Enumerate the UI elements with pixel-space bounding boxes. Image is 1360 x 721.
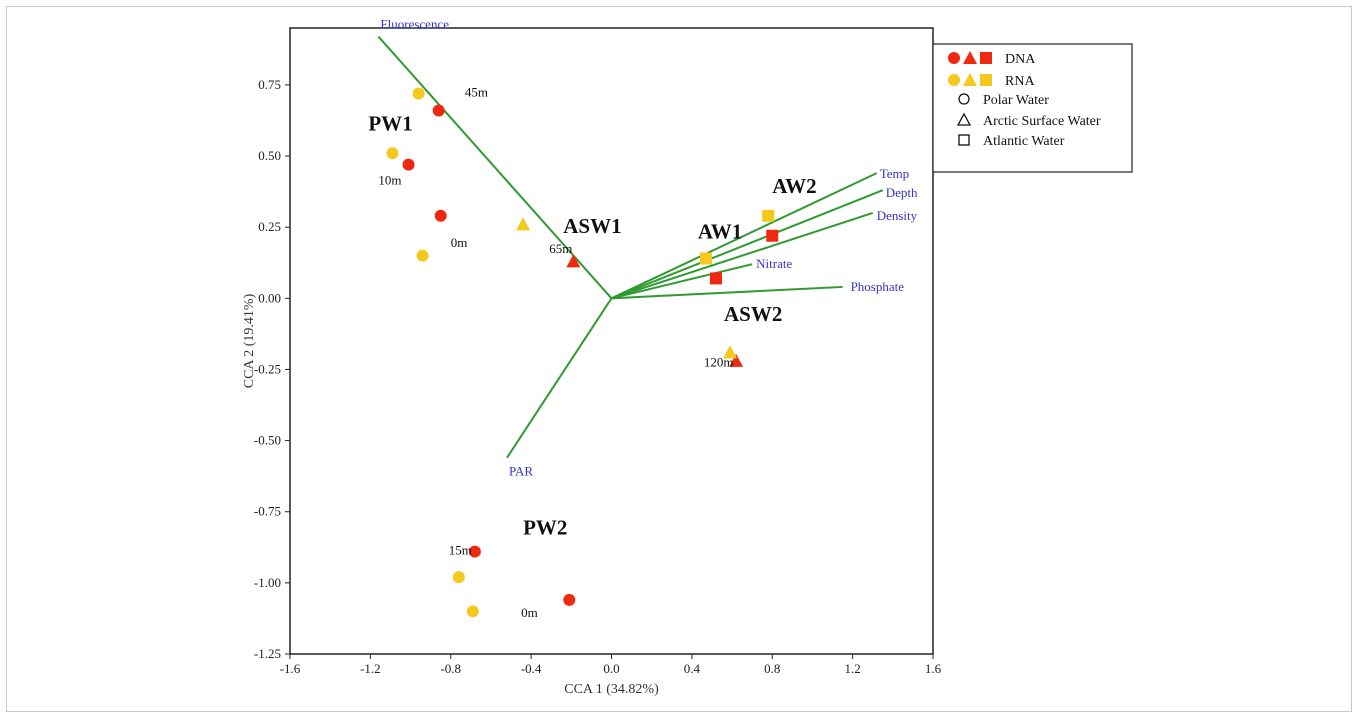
vector-label-nitrate: Nitrate: [756, 256, 792, 271]
x-tick-label: 1.6: [925, 661, 942, 676]
axis-ticks: -1.6 -1.2 -0.8 -0.4 0.0 0.4 0.8 1.2 1.6 0.75 0.50 0…: [254, 77, 942, 676]
depth-label: 0m: [451, 235, 468, 250]
group-label-asw1: ASW1: [563, 214, 621, 238]
group-label-pw1: PW1: [368, 111, 412, 135]
y-tick-label: 0.00: [258, 290, 281, 305]
y-tick-label: -0.75: [254, 504, 281, 519]
depth-label: 65m: [549, 241, 572, 256]
x-tick-label: -0.4: [521, 661, 542, 676]
legend-rna-swatch-triangle: [963, 73, 977, 86]
rna-point-square: [699, 252, 712, 265]
dna-point-triangle: [729, 353, 744, 367]
depth-label: 10m: [378, 173, 401, 188]
depth-label: 0m: [521, 605, 538, 620]
x-tick-label: 0.0: [603, 661, 619, 676]
x-tick-label: 0.4: [684, 661, 701, 676]
group-label-asw2: ASW2: [724, 302, 782, 326]
rna-point-circle: [416, 249, 429, 262]
vector-label-phosphate: Phosphate: [851, 279, 905, 294]
x-tick-label: -1.2: [360, 661, 381, 676]
rna-point-triangle: [723, 345, 738, 359]
dna-point-triangle: [566, 254, 581, 268]
vector-label-fluorescence: Fluorescence: [380, 17, 449, 32]
vector-label-par: PAR: [509, 464, 533, 479]
y-tick-label: -1.25: [254, 646, 281, 661]
rna-point-circle: [466, 605, 479, 618]
legend-box: [932, 43, 1133, 173]
figure-frame: [6, 6, 1352, 712]
legend-dna-swatch-square: [980, 52, 992, 64]
legend-dna-swatch-triangle: [963, 51, 977, 64]
x-tick-label: 0.8: [764, 661, 780, 676]
rna-point-circle: [386, 147, 399, 160]
legend-label-rna: RNA: [1005, 74, 1035, 89]
y-tick-label: 0.75: [258, 77, 281, 92]
dna-point-circle: [434, 209, 447, 222]
depth-label: 15m: [449, 542, 472, 557]
rna-point-circle: [452, 571, 465, 584]
vector-label-density: Density: [877, 208, 918, 223]
legend-label-square: Atlantic Water: [983, 134, 1065, 149]
legend-label-triangle: Arctic Surface Water: [983, 114, 1101, 129]
vector-phosphate: [611, 285, 843, 300]
group-label-aw2: AW2: [772, 174, 816, 198]
vector-fluorescence: [377, 35, 613, 299]
legend-rna-swatch-circle: [948, 74, 960, 86]
group-label-pw2: PW2: [523, 515, 567, 539]
legend-label-dna: DNA: [1005, 52, 1036, 67]
dna-point-square: [766, 229, 779, 242]
dna-point-circle: [468, 545, 481, 558]
vector-par: [506, 297, 613, 459]
vector-temp: [611, 172, 878, 300]
legend-dna-swatch-circle: [948, 52, 960, 64]
dna-point-circle: [402, 158, 415, 171]
y-tick-label: 0.50: [258, 148, 281, 163]
y-tick-label: -0.50: [254, 433, 281, 448]
legend-triangle-outline: [956, 112, 972, 126]
rna-point-square: [762, 209, 775, 222]
vector-label-temp: Temp: [880, 166, 909, 181]
dna-point-circle: [563, 593, 576, 606]
vector-nitrate: [611, 263, 753, 300]
x-tick-label: 1.2: [845, 661, 861, 676]
y-tick-label: -0.25: [254, 361, 281, 376]
rna-point-circle: [412, 87, 425, 100]
depth-label: 120m: [704, 355, 734, 370]
x-axis-title: CCA 1 (34.82%): [564, 682, 659, 697]
legend: DNA RNA Polar Water Arctic Surface Water Atl…: [932, 43, 1133, 173]
x-tick-label: -0.8: [440, 661, 461, 676]
dna-point-circle: [432, 104, 445, 117]
sample-points: [386, 87, 779, 618]
vector-label-depth: Depth: [886, 185, 918, 200]
y-axis-title: CCA 2 (19.41%): [242, 293, 257, 388]
legend-label-circle: Polar Water: [983, 93, 1049, 108]
rna-point-triangle: [516, 217, 531, 231]
point-labels: PW1 ASW1 AW1 AW2 ASW2 PW2 45m 10m 0m 65m 120m 15m 0m: [368, 84, 816, 620]
x-tick-label: -1.6: [280, 661, 301, 676]
y-tick-label: -1.00: [254, 575, 281, 590]
legend-circle-outline: [958, 93, 970, 105]
environmental-vectors: Fluorescence Temp Depth Density Nitrate Phosp…: [377, 17, 918, 479]
legend-rna-swatch-square: [980, 74, 992, 86]
depth-label: 45m: [465, 84, 488, 99]
vector-density: [611, 212, 874, 300]
y-tick-label: 0.25: [258, 219, 281, 234]
vector-depth: [611, 189, 884, 300]
dna-point-square: [709, 272, 722, 285]
legend-square-outline: [958, 134, 970, 146]
group-label-aw1: AW1: [698, 220, 742, 244]
